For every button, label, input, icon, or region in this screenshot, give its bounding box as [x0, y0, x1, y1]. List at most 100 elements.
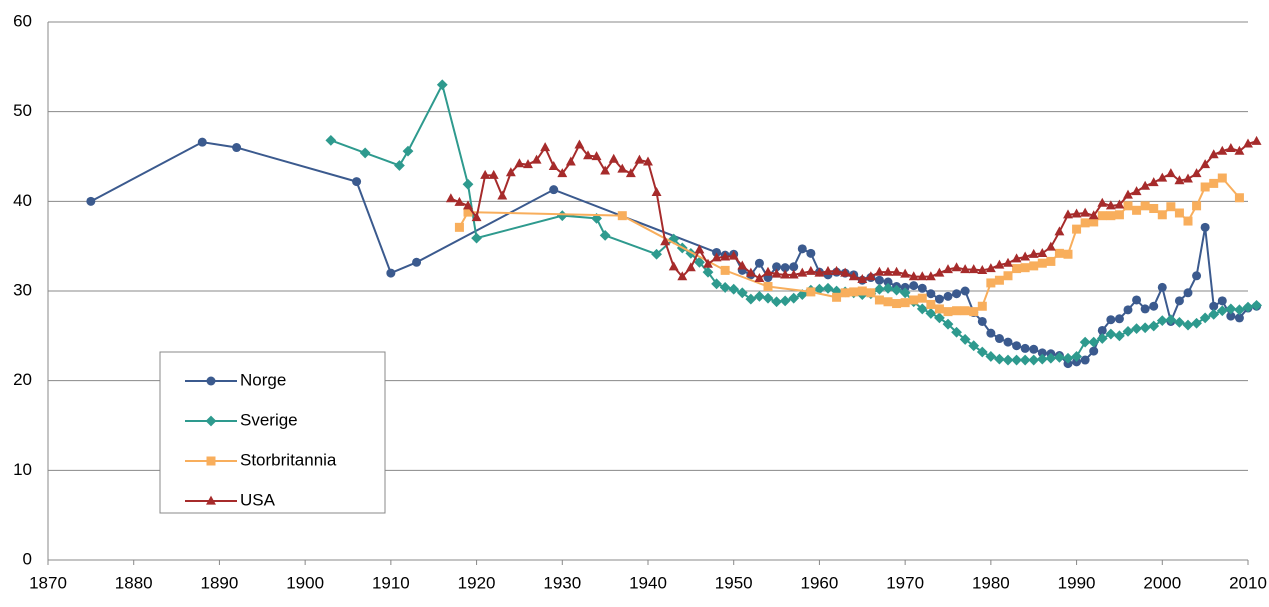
point	[848, 271, 859, 281]
x-tick-label: 1890	[201, 573, 239, 592]
point	[1122, 325, 1134, 337]
point	[643, 156, 653, 166]
point	[1157, 282, 1167, 292]
point	[1174, 296, 1184, 306]
point	[1243, 138, 1253, 148]
y-tick-label: 60	[13, 11, 32, 30]
point	[840, 288, 850, 298]
point	[1209, 178, 1219, 188]
point	[806, 248, 816, 258]
point	[548, 160, 559, 170]
legend-marker	[206, 456, 216, 466]
point	[891, 284, 902, 296]
point	[660, 236, 671, 246]
x-tick-label: 2010	[1229, 573, 1267, 592]
point	[771, 268, 782, 278]
y-tick-label: 30	[13, 280, 32, 299]
point	[1054, 226, 1065, 236]
point	[1037, 348, 1047, 358]
point	[1080, 218, 1090, 228]
point	[1131, 323, 1142, 335]
point	[1011, 354, 1022, 366]
point	[711, 252, 722, 262]
point	[1191, 168, 1202, 178]
point	[1003, 257, 1013, 267]
x-tick-label: 1960	[801, 573, 839, 592]
point	[677, 271, 688, 281]
point	[1105, 200, 1116, 210]
point	[471, 212, 482, 222]
point	[814, 267, 825, 277]
point	[720, 265, 730, 275]
point	[1072, 224, 1082, 234]
point	[1140, 304, 1150, 314]
x-tick-label: 1920	[458, 573, 496, 592]
point	[917, 271, 928, 281]
point	[762, 292, 774, 304]
point	[720, 251, 731, 261]
point	[1114, 314, 1124, 324]
point	[994, 334, 1004, 344]
point	[402, 145, 414, 157]
point	[1079, 336, 1091, 348]
point	[1028, 354, 1040, 366]
point	[1217, 145, 1228, 155]
point	[1003, 337, 1013, 347]
point	[943, 307, 953, 317]
point	[1200, 159, 1211, 169]
point	[1097, 211, 1107, 221]
point	[1045, 241, 1056, 251]
point	[968, 340, 980, 352]
y-tick-label: 50	[13, 101, 32, 120]
point	[788, 292, 800, 304]
point	[1003, 271, 1013, 281]
point	[1020, 343, 1030, 353]
point	[1226, 311, 1236, 321]
point	[994, 353, 1005, 365]
point	[866, 288, 876, 298]
point	[1209, 301, 1219, 311]
point	[1174, 208, 1184, 218]
point	[1029, 261, 1039, 271]
point	[634, 154, 645, 164]
x-tick-label: 1990	[1058, 573, 1096, 592]
point	[797, 267, 808, 277]
point	[900, 268, 911, 278]
point	[840, 267, 851, 277]
point	[1225, 143, 1236, 153]
point	[703, 258, 713, 268]
point	[1080, 355, 1090, 365]
point	[892, 299, 902, 309]
point	[505, 167, 516, 177]
point	[1183, 173, 1193, 183]
point	[488, 169, 499, 179]
point	[916, 303, 928, 315]
point	[986, 278, 996, 288]
point	[926, 289, 936, 299]
point	[497, 190, 508, 200]
point	[934, 294, 944, 304]
point	[436, 79, 448, 91]
point	[1234, 145, 1245, 155]
point	[514, 158, 525, 168]
point	[1234, 304, 1245, 316]
point	[1156, 315, 1168, 326]
point	[1046, 256, 1056, 266]
point	[926, 299, 936, 309]
legend-marker	[205, 415, 217, 427]
point	[1157, 210, 1167, 220]
x-tick-label: 1880	[115, 573, 153, 592]
point	[780, 269, 791, 279]
point	[394, 160, 405, 171]
point	[1217, 173, 1227, 183]
legend-label: Sverige	[240, 410, 298, 429]
point	[617, 211, 627, 221]
point	[780, 263, 790, 273]
point	[968, 264, 979, 274]
point	[745, 267, 756, 277]
point	[943, 264, 953, 274]
legend-box	[159, 351, 386, 514]
point	[772, 262, 782, 272]
point	[1148, 320, 1160, 332]
point	[685, 262, 696, 272]
